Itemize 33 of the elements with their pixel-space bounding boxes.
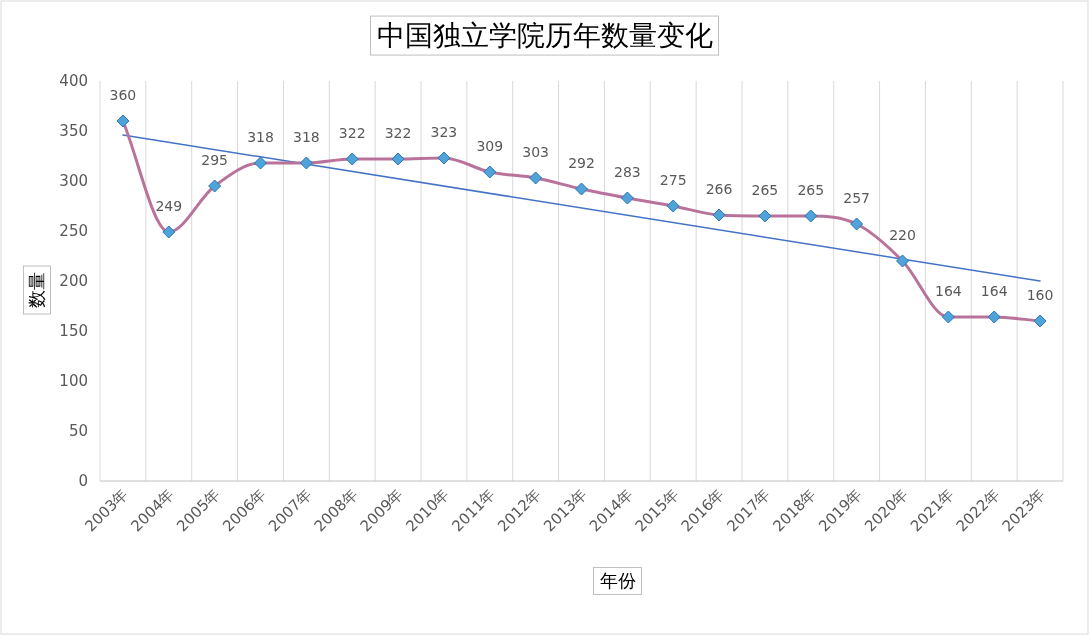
data-label: 295 bbox=[201, 152, 229, 168]
y-axis-title: 数量 bbox=[26, 272, 48, 308]
data-label: 266 bbox=[705, 181, 733, 197]
data-label: 257 bbox=[843, 190, 871, 206]
data-label: 322 bbox=[338, 125, 366, 141]
data-label: 283 bbox=[613, 164, 641, 180]
data-label: 265 bbox=[797, 182, 825, 198]
y-tick-label: 50 bbox=[68, 422, 88, 440]
data-label: 249 bbox=[155, 198, 183, 214]
x-axis-title: 年份 bbox=[599, 570, 636, 592]
y-tick-label: 100 bbox=[59, 372, 88, 390]
data-label: 318 bbox=[247, 129, 274, 145]
data-label: 318 bbox=[292, 129, 320, 145]
data-label: 303 bbox=[522, 144, 550, 160]
data-label: 265 bbox=[751, 182, 779, 198]
data-label: 164 bbox=[980, 283, 1008, 299]
y-tick-label: 300 bbox=[59, 172, 88, 190]
data-label: 275 bbox=[659, 172, 687, 188]
y-tick-label: 0 bbox=[78, 472, 88, 490]
data-label: 360 bbox=[109, 87, 137, 103]
y-tick-label: 150 bbox=[59, 322, 88, 340]
y-tick-label: 400 bbox=[59, 72, 88, 90]
y-tick-label: 350 bbox=[59, 122, 88, 140]
data-label: 323 bbox=[430, 124, 458, 140]
data-label: 160 bbox=[1026, 287, 1054, 303]
y-tick-label: 200 bbox=[59, 272, 88, 290]
data-label: 220 bbox=[889, 227, 916, 243]
y-tick-label: 250 bbox=[59, 222, 88, 240]
data-label: 164 bbox=[934, 283, 962, 299]
data-label: 309 bbox=[476, 138, 504, 154]
data-label: 322 bbox=[384, 125, 412, 141]
chart-title: 中国独立学院历年数量变化 bbox=[376, 19, 713, 53]
data-label: 292 bbox=[568, 155, 595, 171]
